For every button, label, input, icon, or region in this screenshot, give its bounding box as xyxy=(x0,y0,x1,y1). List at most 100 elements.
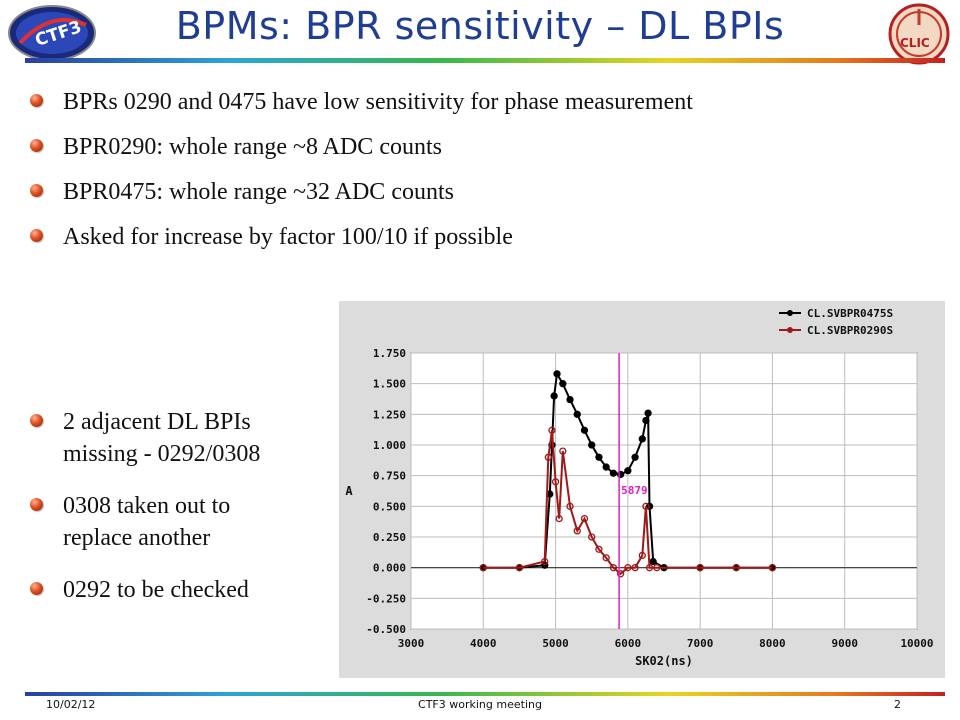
x-tick-label: 5000 xyxy=(542,637,569,650)
x-tick-label: 3000 xyxy=(398,637,425,650)
data-point xyxy=(642,502,650,510)
data-point xyxy=(580,514,589,523)
footer-page-number: 2 xyxy=(894,698,901,711)
bullet-text-line1: 2 adjacent DL BPIs xyxy=(63,409,251,435)
data-point xyxy=(645,564,654,572)
bullet-icon xyxy=(30,229,43,242)
bullet-item: Asked for increase by factor 100/10 if p… xyxy=(30,221,513,253)
data-point xyxy=(566,502,574,510)
data-point xyxy=(515,564,524,572)
bullet-text: BPRs 0290 and 0475 have low sensitivity … xyxy=(63,89,693,115)
series-line xyxy=(483,430,773,576)
y-tick-label: 0.500 xyxy=(373,500,406,513)
x-tick-label: 7000 xyxy=(687,637,714,650)
cursor-label: 5879 xyxy=(621,484,648,497)
data-point xyxy=(551,478,560,486)
y-tick-label: -0.250 xyxy=(366,592,406,605)
x-axis-label: SK02(ns) xyxy=(635,654,693,668)
footer-divider xyxy=(25,692,945,696)
bullet-item: 0308 taken out to replace another xyxy=(30,490,230,554)
legend-marker xyxy=(787,310,793,316)
data-point xyxy=(573,410,581,418)
bullet-icon xyxy=(30,94,43,107)
y-tick-label: 1.000 xyxy=(373,439,406,452)
bullet-item: 2 adjacent DL BPIs missing - 0292/0308 xyxy=(30,406,260,470)
bullet-item: BPRs 0290 and 0475 have low sensitivity … xyxy=(30,86,693,118)
data-point xyxy=(559,380,567,388)
bullet-text: Asked for increase by factor 100/10 if p… xyxy=(63,224,513,250)
data-point xyxy=(649,557,657,566)
ctf3-logo: CTF3 xyxy=(6,3,98,68)
y-tick-label: 0.000 xyxy=(373,562,406,575)
bullet-text-line2: missing - 0292/0308 xyxy=(63,441,261,467)
page-title: BPMs: BPR sensitivity – DL BPIs xyxy=(175,4,785,48)
data-point xyxy=(479,564,487,572)
y-tick-label: 1.750 xyxy=(373,347,406,360)
bullet-icon xyxy=(30,582,43,595)
legend-label: CL.SVBPR0475S xyxy=(807,307,893,320)
bullet-icon xyxy=(30,139,43,152)
clic-logo-text: CLIC xyxy=(900,36,930,50)
data-point xyxy=(616,570,625,578)
bullet-icon xyxy=(30,414,43,427)
data-point xyxy=(624,467,632,475)
bullet-text: BPR0475: whole range ~32 ADC counts xyxy=(63,179,454,205)
x-tick-label: 9000 xyxy=(831,637,858,650)
plot-area xyxy=(410,352,918,630)
footer-title: CTF3 working meeting xyxy=(418,698,542,711)
x-tick-label: 6000 xyxy=(615,637,642,650)
bullet-item: BPR0475: whole range ~32 ADC counts xyxy=(30,176,454,208)
bullet-text-line1: 0308 taken out to xyxy=(63,493,231,519)
legend-marker xyxy=(787,327,793,333)
data-point xyxy=(588,441,596,449)
y-axis-label: A xyxy=(345,484,353,498)
data-point xyxy=(544,453,552,461)
y-tick-label: 0.750 xyxy=(373,470,406,483)
data-point xyxy=(602,554,610,562)
x-tick-label: 4000 xyxy=(470,637,497,650)
title-divider xyxy=(25,58,945,63)
data-point xyxy=(588,533,596,541)
bullet-text: BPR0290: whole range ~8 ADC counts xyxy=(63,134,442,160)
y-tick-label: 1.500 xyxy=(373,378,406,391)
data-point xyxy=(602,463,610,471)
data-point xyxy=(609,564,618,572)
bullet-text-line2: replace another xyxy=(63,525,211,551)
x-tick-label: 8000 xyxy=(759,637,786,650)
bullet-icon xyxy=(30,498,43,511)
bullet-item: BPR0290: whole range ~8 ADC counts xyxy=(30,131,442,163)
data-point xyxy=(631,564,639,572)
bpr-sensitivity-chart: 3000 4000 5000 6000 7000 8000 9000 10000 1.750 1.… xyxy=(339,301,945,678)
data-point xyxy=(573,527,581,535)
data-point xyxy=(638,551,646,560)
data-point xyxy=(768,564,777,572)
data-point xyxy=(580,426,589,434)
y-tick-label: -0.500 xyxy=(366,623,406,636)
data-point xyxy=(595,545,603,553)
data-point xyxy=(631,453,639,461)
data-point xyxy=(555,514,563,523)
data-point xyxy=(732,564,740,572)
data-point xyxy=(638,435,646,443)
data-point xyxy=(550,392,558,400)
data-point xyxy=(696,564,704,572)
legend-label: CL.SVBPR0290S xyxy=(807,324,893,337)
chart-svg: 3000 4000 5000 6000 7000 8000 9000 10000 1.750 1.… xyxy=(345,307,933,668)
clic-logo: CLIC xyxy=(888,3,950,70)
bullet-text: 0292 to be checked xyxy=(63,577,249,603)
data-point xyxy=(653,564,661,572)
y-tick-label: 1.250 xyxy=(373,408,406,421)
bullet-item: 0292 to be checked xyxy=(30,574,249,606)
data-point xyxy=(541,557,549,566)
bullet-icon xyxy=(30,184,43,197)
footer-date: 10/02/12 xyxy=(46,698,96,711)
data-point xyxy=(595,453,603,461)
data-point xyxy=(642,416,650,425)
data-point xyxy=(566,395,574,404)
data-point xyxy=(609,469,618,477)
x-tick-label: 10000 xyxy=(900,637,933,650)
data-point xyxy=(624,564,632,572)
data-point xyxy=(559,447,567,455)
data-point xyxy=(548,426,556,434)
y-tick-label: 0.250 xyxy=(373,531,406,544)
